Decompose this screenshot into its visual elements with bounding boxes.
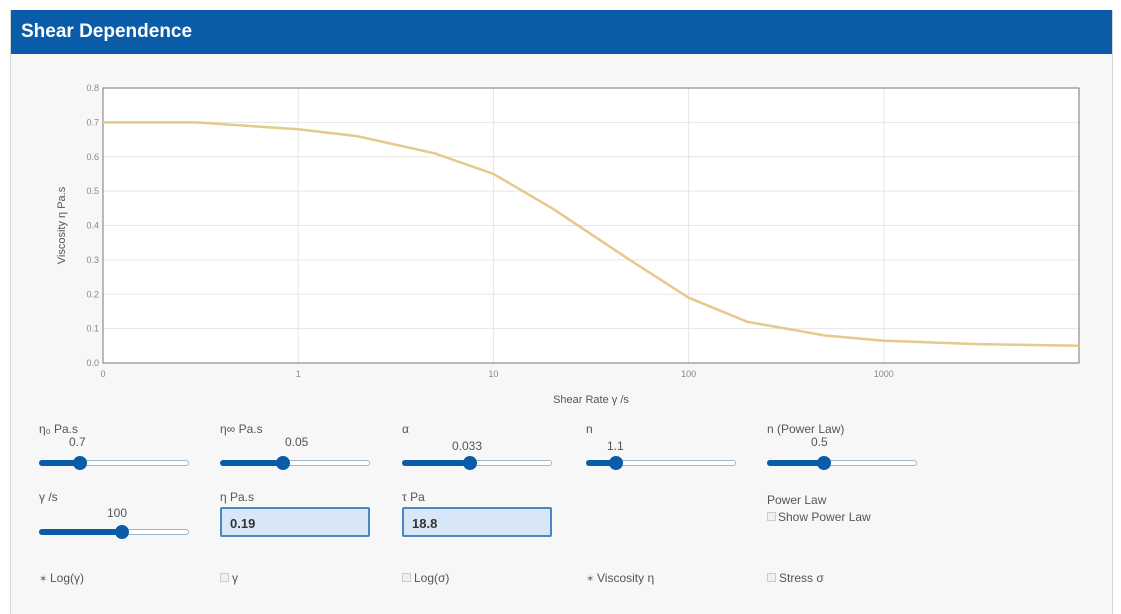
viscosity-radio[interactable]: ✶ Viscosity η [586, 571, 654, 585]
slider-fill [39, 460, 80, 466]
n-power-law-slider[interactable] [767, 456, 917, 470]
stress-radio[interactable]: Stress σ [767, 571, 824, 585]
eta0-slider[interactable] [39, 456, 189, 470]
viscosity-label: Viscosity η [597, 571, 655, 585]
chart-svg: 0.0 0.1 0.2 0.3 0.4 0.5 0.6 0.7 0.8 0 1 10 100 1000 Sh… [56, 83, 1080, 406]
slider-handle[interactable] [115, 525, 129, 539]
eta0-label: η₀ Pa.s [39, 422, 78, 436]
panel-title: Shear Dependence [21, 21, 193, 42]
y-tick-label: 0.2 [86, 289, 99, 299]
x-tick-label: 100 [681, 369, 696, 379]
slider-fill [220, 460, 283, 466]
y-tick-label: 0.5 [86, 186, 99, 196]
y-tick-label: 0.8 [86, 83, 99, 93]
y-tick-label: 0.7 [86, 117, 99, 127]
alpha-value: 0.033 [452, 439, 483, 453]
gamma-slider[interactable] [39, 525, 189, 539]
slider-fill [767, 460, 824, 466]
power-law-heading: Power Law [767, 493, 827, 507]
radio-unselected-icon [767, 573, 776, 582]
slider-handle[interactable] [73, 456, 87, 470]
slider-handle[interactable] [276, 456, 290, 470]
etainf-value: 0.05 [285, 435, 309, 449]
log-sigma-label: Log(σ) [414, 571, 450, 585]
alpha-slider[interactable] [402, 456, 552, 470]
eta-output-label: η Pa.s [220, 490, 255, 504]
radio-selected-icon: ✶ [586, 574, 595, 585]
viscosity-curve [103, 121, 1080, 348]
x-tick-label: 10 [488, 369, 498, 379]
stress-label: Stress σ [779, 571, 824, 585]
gamma-radio[interactable]: γ [220, 571, 238, 585]
radio-unselected-icon [220, 573, 229, 582]
show-power-law-label: Show Power Law [778, 510, 871, 524]
checkbox-box[interactable] [767, 512, 776, 521]
gamma-label: γ /s [39, 490, 58, 504]
slider-handle[interactable] [609, 456, 623, 470]
radio-selected-icon: ✶ [39, 574, 48, 585]
y-tick-label: 0.4 [86, 221, 99, 231]
show-power-law-checkbox[interactable]: Show Power Law [767, 510, 871, 524]
slider-fill [402, 460, 470, 466]
slider-fill [586, 460, 616, 466]
tau-output-label: τ Pa [402, 490, 425, 504]
x-axis-label: Shear Rate γ /s [553, 394, 629, 406]
radio-unselected-icon [402, 573, 411, 582]
plot-border [102, 87, 1080, 364]
shear-dependence-panel: Shear Dependence 0.0 0.1 0.2 0.3 0.4 0.5 0.6 0.… [10, 10, 1113, 614]
n-value: 1.1 [607, 439, 624, 453]
gamma-value: 100 [107, 506, 128, 520]
eta-output-field[interactable]: 0.19 [220, 507, 370, 537]
x-tick-label: 1000 [874, 369, 894, 379]
gamma-option-label: γ [232, 571, 238, 585]
n-power-law-value: 0.5 [811, 435, 828, 449]
n-slider[interactable] [586, 456, 736, 470]
x-tick-label: 0 [100, 369, 105, 379]
eta0-value: 0.7 [69, 435, 86, 449]
y-tick-label: 0.6 [86, 152, 99, 162]
log-sigma-radio[interactable]: Log(σ) [402, 571, 449, 585]
log-gamma-label: Log(γ) [50, 571, 85, 585]
slider-handle[interactable] [817, 456, 831, 470]
etainf-slider[interactable] [220, 456, 370, 470]
viscosity-chart: 0.0 0.1 0.2 0.3 0.4 0.5 0.6 0.7 0.8 0 1 10 100 1000 Sh… [25, 68, 1101, 406]
alpha-label: α [402, 422, 409, 436]
n-power-law-label: n (Power Law) [767, 422, 845, 436]
y-axis-label: Viscosity η Pa.s [56, 186, 68, 264]
tau-output-field[interactable]: 18.8 [402, 507, 552, 537]
y-tick-label: 0.3 [86, 255, 99, 265]
n-label: n [586, 422, 593, 436]
slider-handle[interactable] [463, 456, 477, 470]
x-tick-label: 1 [296, 369, 301, 379]
log-gamma-radio[interactable]: ✶ Log(γ) [39, 571, 84, 585]
y-tick-label: 0.1 [86, 324, 99, 334]
y-tick-label: 0.0 [86, 358, 99, 368]
slider-fill [39, 529, 122, 535]
panel-header: Shear Dependence [11, 10, 1112, 54]
etainf-label: η∞ Pa.s [220, 422, 263, 436]
